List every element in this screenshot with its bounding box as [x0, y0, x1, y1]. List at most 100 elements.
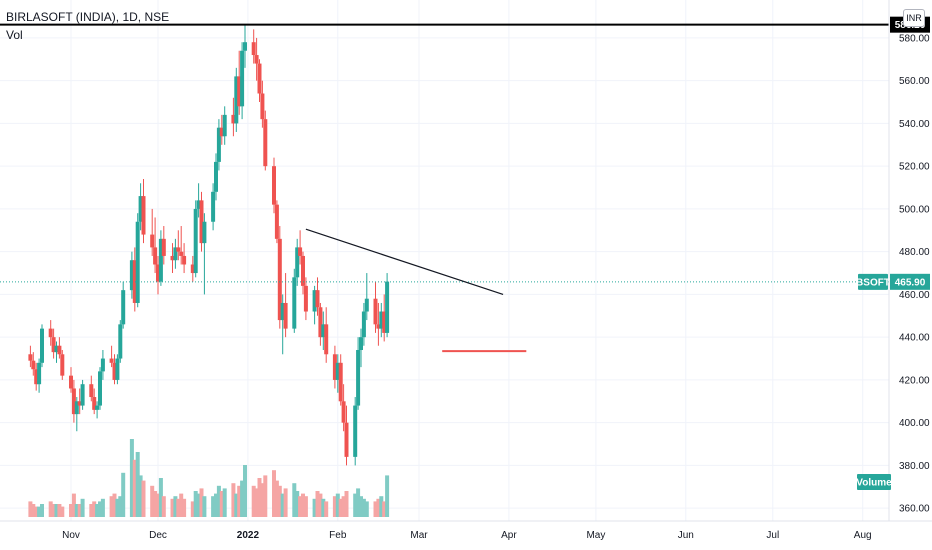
- volume-bar: [173, 496, 178, 517]
- volume-bar: [274, 480, 279, 517]
- candle-body: [257, 63, 262, 94]
- candle-body: [359, 337, 363, 350]
- candle-body: [251, 42, 256, 56]
- x-tick-label: Jun: [678, 530, 694, 541]
- volume-bar: [216, 485, 221, 517]
- volume-bar: [315, 491, 320, 517]
- candle-body: [260, 93, 265, 120]
- x-tick-label: Aug: [854, 530, 872, 541]
- candle-body: [222, 114, 227, 137]
- x-tick-label: Apr: [501, 530, 517, 541]
- volume-bar: [353, 493, 358, 517]
- candle-body: [216, 127, 221, 162]
- candle-body: [292, 277, 297, 329]
- candle-body: [173, 247, 178, 261]
- candle-body: [54, 345, 59, 353]
- candle-body: [153, 247, 158, 265]
- volume-bar: [109, 496, 114, 517]
- volume-bar: [141, 480, 146, 517]
- candle-body: [109, 358, 114, 363]
- volume-bar: [312, 498, 317, 517]
- volume-bar: [153, 491, 158, 517]
- volume-bar: [176, 498, 181, 517]
- volume-bar: [92, 501, 97, 517]
- candle-body: [74, 401, 79, 415]
- candle-body: [129, 260, 134, 291]
- candle-body: [156, 264, 160, 282]
- volume-bar: [118, 496, 123, 517]
- volume-bar: [98, 501, 102, 517]
- y-tick-label: 420.00: [899, 375, 930, 386]
- volume-bar: [359, 496, 363, 517]
- last-price-tag: [890, 273, 930, 290]
- candle-body: [199, 200, 204, 244]
- volume-bar: [89, 504, 94, 517]
- x-tick-label: 2022: [237, 530, 260, 541]
- y-tick-label: 540.00: [899, 119, 930, 130]
- candle-body: [376, 324, 381, 329]
- candle-body: [190, 264, 195, 274]
- volume-bar: [234, 493, 239, 517]
- candle-body: [277, 238, 282, 321]
- candle-body: [335, 362, 340, 380]
- volume-bar: [202, 496, 207, 517]
- candle-body: [112, 362, 117, 380]
- volume-bar: [385, 475, 390, 517]
- y-tick-label: 400.00: [899, 418, 930, 429]
- volume-bar: [95, 504, 100, 517]
- volume-bar: [231, 483, 236, 517]
- volume-bar: [321, 498, 326, 517]
- volume-bar: [129, 439, 134, 517]
- volume-bar: [335, 493, 340, 517]
- candle-body: [356, 350, 361, 406]
- x-tick-label: Mar: [410, 530, 428, 541]
- candle-body: [263, 119, 268, 167]
- currency-badge[interactable]: INR: [903, 9, 925, 27]
- volume-bars: [28, 439, 390, 517]
- volume-bar: [356, 488, 361, 517]
- volume-bar: [272, 470, 276, 517]
- volume-bar: [338, 498, 343, 517]
- candle-body: [51, 337, 56, 353]
- candle-body: [60, 354, 65, 376]
- volume-legend-label[interactable]: Vol: [6, 28, 23, 42]
- candle-body: [211, 191, 216, 222]
- candle-body: [298, 247, 303, 256]
- volume-bar: [222, 488, 227, 517]
- y-tick-label: 580.00: [899, 33, 930, 44]
- volume-bar: [240, 480, 245, 517]
- volume-bar: [263, 475, 268, 517]
- volume-bar: [280, 493, 285, 517]
- candles: [28, 25, 390, 466]
- candle-body: [135, 221, 140, 303]
- candle-body: [231, 114, 236, 124]
- candle-body: [77, 401, 82, 406]
- chart-legend: BIRLASOFT (INDIA), 1D, NSE Vol: [6, 8, 169, 44]
- volume-bar: [298, 496, 303, 517]
- candle-body: [179, 251, 184, 256]
- candle-body: [89, 384, 94, 398]
- candle-body: [315, 290, 320, 308]
- candle-body: [132, 260, 137, 303]
- volume-bar: [361, 498, 366, 517]
- candle-body: [379, 311, 384, 329]
- volume-bar: [37, 506, 42, 517]
- candle-body: [341, 401, 346, 423]
- volume-bar: [31, 504, 36, 517]
- volume-bar: [373, 501, 378, 517]
- volume-bar: [292, 483, 297, 517]
- candle-body: [48, 328, 53, 338]
- y-tick-label: 460.00: [899, 290, 930, 301]
- symbol-tag: [858, 273, 888, 290]
- symbol-title[interactable]: BIRLASOFT (INDIA), 1D, NSE: [6, 10, 170, 24]
- volume-bar: [295, 491, 300, 517]
- candle-body: [240, 50, 245, 107]
- volume-bar: [344, 491, 349, 517]
- volume-bar: [303, 496, 308, 517]
- volume-bar: [112, 493, 117, 517]
- volume-bar: [219, 491, 224, 517]
- candle-body: [364, 298, 369, 312]
